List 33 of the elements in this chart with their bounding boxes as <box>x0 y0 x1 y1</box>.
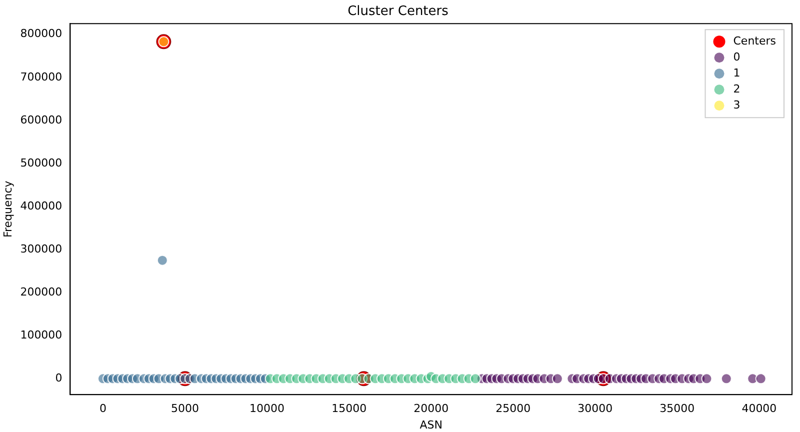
x-tick-label: 35000 <box>660 402 695 416</box>
y-tick-label: 100000 <box>20 328 62 342</box>
y-tick-label: 0 <box>55 372 62 385</box>
x-tick-label: 20000 <box>414 402 449 416</box>
legend-label: 1 <box>733 66 740 80</box>
legend-label: 0 <box>733 50 740 64</box>
x-tick-label: 0 <box>100 402 106 416</box>
y-tick-label: 300000 <box>20 242 62 256</box>
y-axis-title: Frequency <box>1 180 14 238</box>
point <box>156 254 168 266</box>
x-tick-label: 15000 <box>332 402 367 416</box>
y-tick-label: 600000 <box>20 113 62 126</box>
x-tick-label: 40000 <box>742 402 777 416</box>
x-tick-label: 30000 <box>578 402 613 416</box>
y-tick-label: 700000 <box>20 70 62 84</box>
legend-label: 2 <box>733 82 740 96</box>
legend-label: 3 <box>733 98 740 112</box>
point <box>720 373 732 384</box>
y-tick-label: 500000 <box>20 156 62 170</box>
x-axis-title: ASN <box>420 418 442 432</box>
chart-title: Cluster Centers <box>348 4 449 20</box>
point <box>470 373 481 384</box>
point <box>701 373 712 384</box>
y-tick-label: 400000 <box>20 199 62 212</box>
y-tick-label: 800000 <box>20 27 62 40</box>
legend-label: Centers <box>733 34 776 48</box>
x-tick-label: 5000 <box>171 402 200 416</box>
x-tick-label: 10000 <box>250 402 285 416</box>
y-tick-label: 200000 <box>20 285 62 298</box>
point <box>755 373 766 384</box>
point <box>552 373 563 384</box>
x-tick-label: 25000 <box>496 402 531 416</box>
point <box>356 371 372 386</box>
